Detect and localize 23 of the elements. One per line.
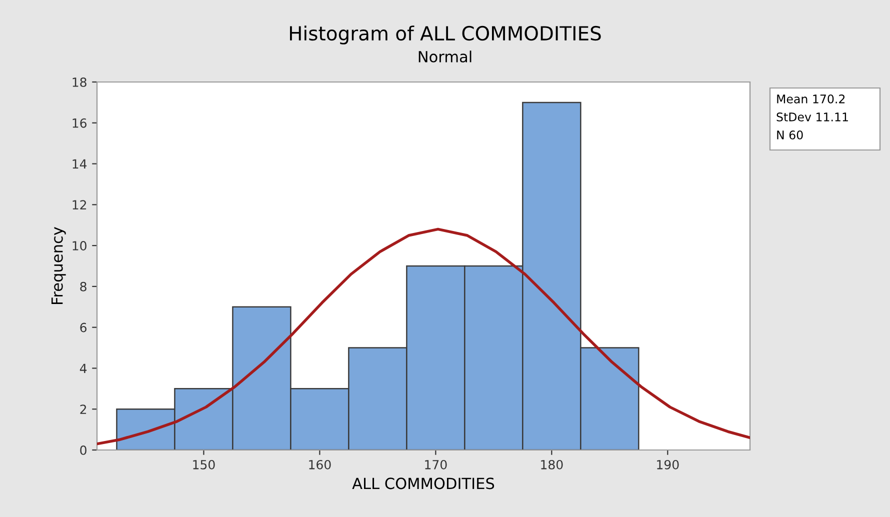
y-tick-label: 4 (80, 364, 87, 373)
y-tick-label: 14 (72, 159, 87, 169)
x-tick-label: 160 (309, 460, 331, 470)
y-tick-label: 12 (72, 200, 86, 210)
y-tick-label: 10 (72, 241, 86, 250)
y-tick-label: 6 (80, 322, 86, 332)
chart-subtitle: Normal (418, 50, 472, 62)
x-tick-label: 190 (657, 460, 679, 470)
line-series (97, 228, 750, 446)
y-tick-label: 0 (80, 445, 86, 455)
chart-title: Histogram of ALL COMMODITIES (290, 26, 601, 44)
text: StDev 11.11 (776, 112, 848, 122)
y-axis-title: Frequency (52, 226, 66, 304)
y-tick-label: 16 (72, 118, 86, 128)
x-tick-label: 150 (193, 460, 215, 470)
x-tick-label: 180 (541, 460, 563, 470)
text: Mean 170.2 (777, 94, 845, 104)
x-tick-label: 170 (425, 460, 447, 470)
y-tick-label: 2 (80, 404, 86, 414)
y-tick-label: 18 (72, 77, 86, 87)
text: N 60 (777, 130, 803, 140)
y-tick-label: 8 (80, 282, 86, 292)
x-axis-title: ALL COMMODITIES (352, 478, 494, 490)
